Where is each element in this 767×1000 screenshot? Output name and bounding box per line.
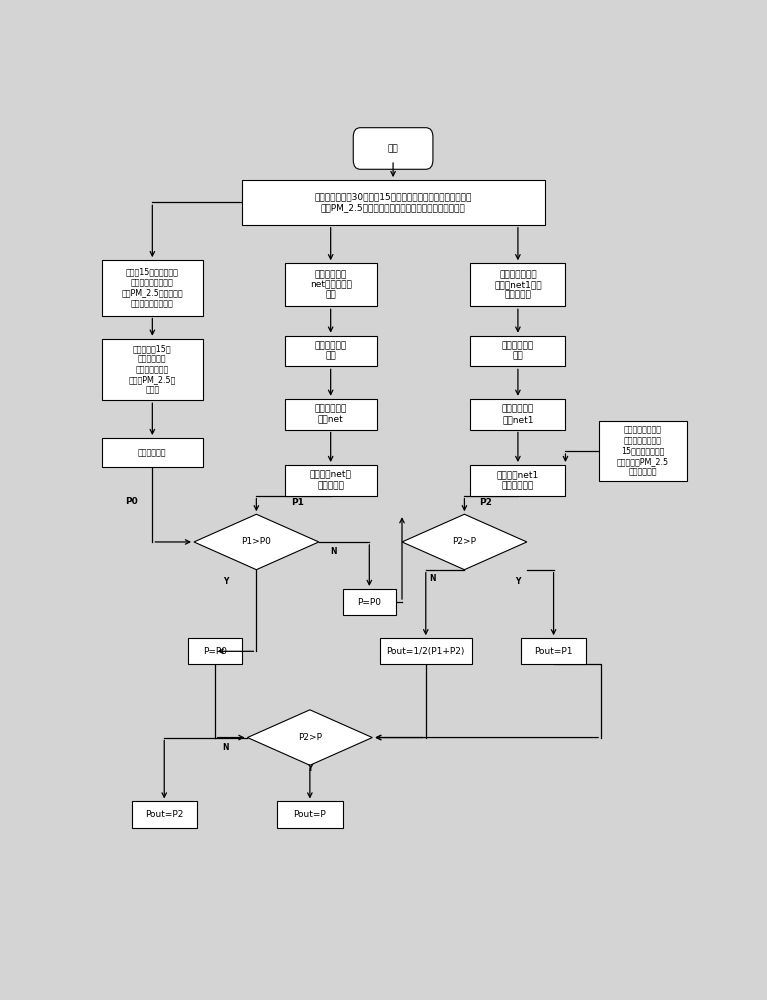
Polygon shape [402,514,527,570]
Text: P1: P1 [291,498,304,507]
Text: 输入预测日之前30天白天15个时刻的天气状况、温度、光照强
度、PM_2.5浓度、光伏组件清洁度、光伏功率值的数据: 输入预测日之前30天白天15个时刻的天气状况、温度、光照强 度、PM_2.5浓度… [314,193,472,212]
Text: 训练神经网络
模型net: 训练神经网络 模型net [314,404,347,424]
Bar [599,421,686,481]
Bar [470,263,565,306]
Text: 训练神经网络
模型net1: 训练神经网络 模型net1 [502,404,534,424]
Text: P=P0: P=P0 [357,598,381,607]
Text: P2>P: P2>P [298,733,322,742]
Text: 神经网络模型
net数据采集、
筛选: 神经网络模型 net数据采集、 筛选 [310,270,351,300]
Text: 数据的归一化
处理: 数据的归一化 处理 [502,341,534,361]
Text: Pout=P2: Pout=P2 [145,810,183,819]
Bar [102,438,202,467]
Text: Pout=1/2(P1+P2): Pout=1/2(P1+P2) [387,647,465,656]
Bar [102,260,202,316]
Text: P2>P: P2>P [453,537,476,546]
Text: 开始: 开始 [387,144,399,153]
Text: Pout=P1: Pout=P1 [535,647,573,656]
Bar [380,638,472,664]
Text: N: N [430,574,436,583]
Text: 预测日之前三天同
样天气状况下每天
15个时刻的光伏率
光照强度、PM_2.5
浓度数据输入: 预测日之前三天同 样天气状况下每天 15个时刻的光伏率 光照强度、PM_2.5 … [617,426,669,476]
Text: P=P0: P=P0 [202,647,227,656]
Bar [521,638,586,664]
Bar [285,465,377,496]
Bar [188,638,242,664]
Bar [132,801,197,828]
Text: Y: Y [515,578,521,586]
Bar [277,801,343,828]
Text: 采集预测日15个
时刻的天气状
况、温度、光照
强度、PM_2.5浓
度数据: 采集预测日15个 时刻的天气状 况、温度、光照 强度、PM_2.5浓 度数据 [129,344,176,395]
Text: P2: P2 [479,498,492,507]
Text: Y: Y [222,578,228,586]
Polygon shape [194,514,319,570]
Bar [285,336,377,366]
Bar [470,399,565,430]
Text: N: N [331,547,337,556]
Text: P0: P0 [125,497,138,506]
Text: Y: Y [307,764,313,773]
Text: 运行模型net1
预测光伏功率: 运行模型net1 预测光伏功率 [497,471,539,490]
Text: N: N [222,743,229,752]
Bar [470,336,565,366]
Bar [285,263,377,306]
Text: 神经网络滚动预
测模型net1数据
采集、筛选: 神经网络滚动预 测模型net1数据 采集、筛选 [494,270,542,300]
FancyBboxPatch shape [354,128,433,169]
Bar [242,180,545,225]
Bar [343,589,396,615]
Text: 预测日15个时刻的天气
状况、温度、光照强
度、PM_2.5浓度、光伏
组件清洁度数据输入: 预测日15个时刻的天气 状况、温度、光照强 度、PM_2.5浓度、光伏 组件清洁… [121,268,183,308]
Bar [470,465,565,496]
Text: Pout=P: Pout=P [294,810,326,819]
Text: 数据的归一化
处理: 数据的归一化 处理 [314,341,347,361]
Polygon shape [248,710,372,765]
Text: P1>P0: P1>P0 [242,537,272,546]
Bar [285,399,377,430]
Bar [102,339,202,400]
Text: 运行模型net预
测光伏功率: 运行模型net预 测光伏功率 [310,471,351,490]
Text: 物理模型预测: 物理模型预测 [138,448,166,457]
